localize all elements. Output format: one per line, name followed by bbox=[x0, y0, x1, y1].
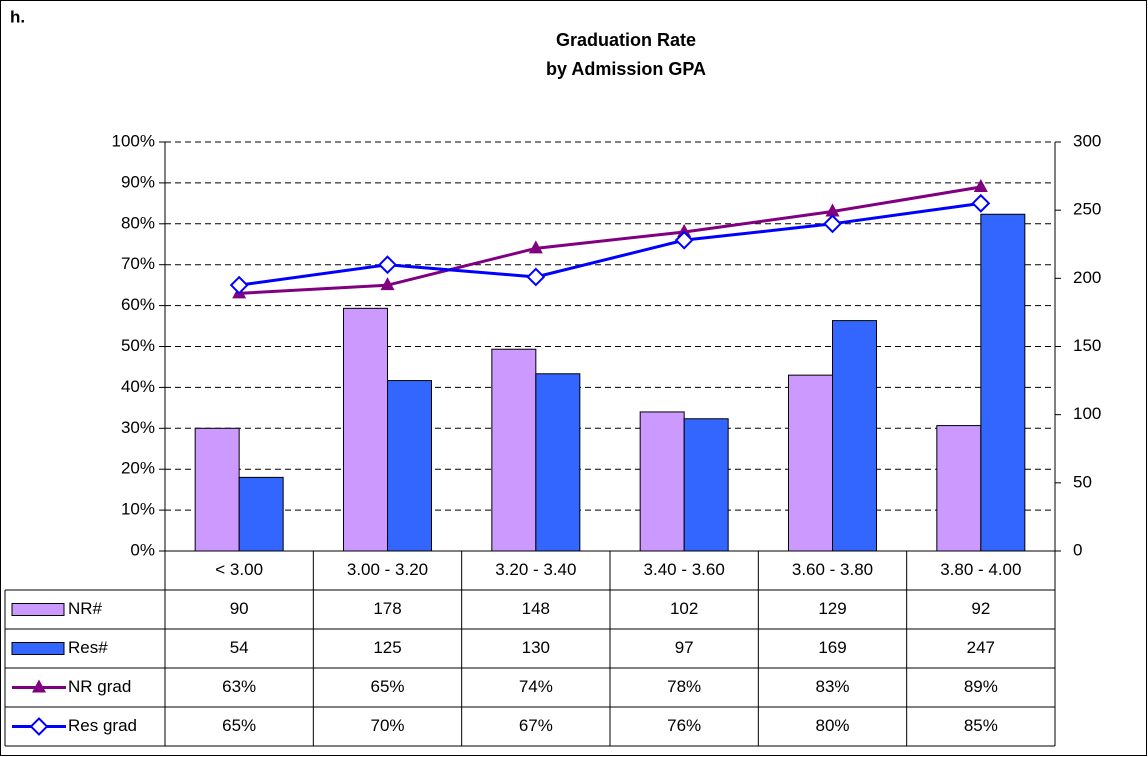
line-marker bbox=[823, 214, 842, 234]
legend-marker bbox=[29, 717, 49, 736]
bar bbox=[788, 374, 833, 552]
bar bbox=[194, 427, 240, 552]
table-value: 78% bbox=[667, 677, 701, 696]
table-value: 70% bbox=[370, 716, 404, 735]
table-value: 67% bbox=[519, 716, 553, 735]
x-tick-label: 3.00 - 3.20 bbox=[347, 560, 428, 579]
line bbox=[238, 201, 982, 287]
legend-label: NR grad bbox=[68, 677, 131, 696]
line-marker bbox=[674, 230, 694, 250]
bar bbox=[238, 476, 284, 552]
bar bbox=[343, 307, 388, 552]
table-value: 169 bbox=[818, 638, 846, 657]
table-value: 102 bbox=[670, 599, 698, 618]
table-value: 130 bbox=[522, 638, 550, 657]
table-value: 65% bbox=[370, 677, 404, 696]
table-value: 92 bbox=[971, 599, 990, 618]
chart-title: Graduation Rate bbox=[556, 30, 696, 50]
y2-tick-label: 300 bbox=[1073, 131, 1101, 150]
legend-swatch bbox=[11, 603, 65, 616]
y-tick-label: 30% bbox=[121, 418, 155, 437]
line-marker bbox=[528, 240, 543, 254]
table-value: 178 bbox=[373, 599, 401, 618]
x-tick-label: 3.40 - 3.60 bbox=[644, 560, 725, 579]
table-value: 97 bbox=[675, 638, 694, 657]
line-marker bbox=[526, 267, 546, 287]
line-marker bbox=[380, 277, 395, 291]
bar bbox=[491, 348, 537, 552]
line-marker bbox=[677, 223, 692, 237]
x-tick-label: < 3.00 bbox=[215, 560, 263, 579]
bar bbox=[387, 380, 432, 552]
y2-tick-label: 100 bbox=[1073, 404, 1101, 423]
y-tick-label: 50% bbox=[121, 336, 155, 355]
bar bbox=[832, 320, 877, 552]
x-tick-label: 3.20 - 3.40 bbox=[495, 560, 576, 579]
line-marker bbox=[825, 203, 840, 217]
table-value: 74% bbox=[519, 677, 553, 696]
y-tick-label: 20% bbox=[121, 459, 155, 478]
y2-tick-label: 200 bbox=[1073, 268, 1101, 287]
y-tick-label: 10% bbox=[121, 500, 155, 519]
y2-tick-label: 150 bbox=[1073, 336, 1101, 355]
y2-tick-label: 0 bbox=[1073, 540, 1082, 559]
legend-label: Res# bbox=[68, 638, 108, 657]
table-value: 80% bbox=[815, 716, 849, 735]
table-value: 89% bbox=[964, 677, 998, 696]
y-tick-label: 0% bbox=[130, 540, 155, 559]
table-value: 85% bbox=[964, 716, 998, 735]
y2-tick-label: 250 bbox=[1073, 200, 1101, 219]
table-value: 90 bbox=[230, 599, 249, 618]
legend-marker bbox=[32, 679, 46, 693]
legend-label: Res grad bbox=[68, 716, 137, 735]
bar bbox=[683, 418, 729, 552]
y-tick-label: 60% bbox=[121, 295, 155, 314]
line-marker bbox=[229, 275, 249, 295]
y-tick-label: 40% bbox=[121, 377, 155, 396]
y2-tick-label: 50 bbox=[1073, 472, 1092, 491]
table-value: 63% bbox=[222, 677, 256, 696]
table-value: 129 bbox=[818, 599, 846, 618]
x-tick-label: 3.60 - 3.80 bbox=[792, 560, 873, 579]
legend-swatch bbox=[11, 642, 65, 655]
table-value: 83% bbox=[815, 677, 849, 696]
y-tick-label: 70% bbox=[121, 254, 155, 273]
legend-label: NR# bbox=[68, 599, 103, 618]
table-value: 148 bbox=[522, 599, 550, 618]
line-marker bbox=[973, 178, 988, 192]
table-value: 65% bbox=[222, 716, 256, 735]
table-value: 125 bbox=[373, 638, 401, 657]
table-value: 76% bbox=[667, 716, 701, 735]
line-marker bbox=[971, 193, 991, 213]
x-tick-label: 3.80 - 4.00 bbox=[940, 560, 1021, 579]
table-value: 247 bbox=[967, 638, 995, 657]
y-tick-label: 80% bbox=[121, 213, 155, 232]
bar bbox=[535, 373, 581, 552]
chart-subtitle: by Admission GPA bbox=[546, 59, 706, 79]
line-marker bbox=[378, 255, 397, 275]
line bbox=[239, 185, 982, 295]
bar bbox=[936, 425, 982, 552]
y-tick-label: 100% bbox=[112, 131, 155, 150]
bar bbox=[639, 411, 685, 552]
panel-label: h. bbox=[10, 7, 25, 26]
y-tick-label: 90% bbox=[121, 172, 155, 191]
bar bbox=[980, 213, 1026, 552]
table-value: 54 bbox=[230, 638, 249, 657]
